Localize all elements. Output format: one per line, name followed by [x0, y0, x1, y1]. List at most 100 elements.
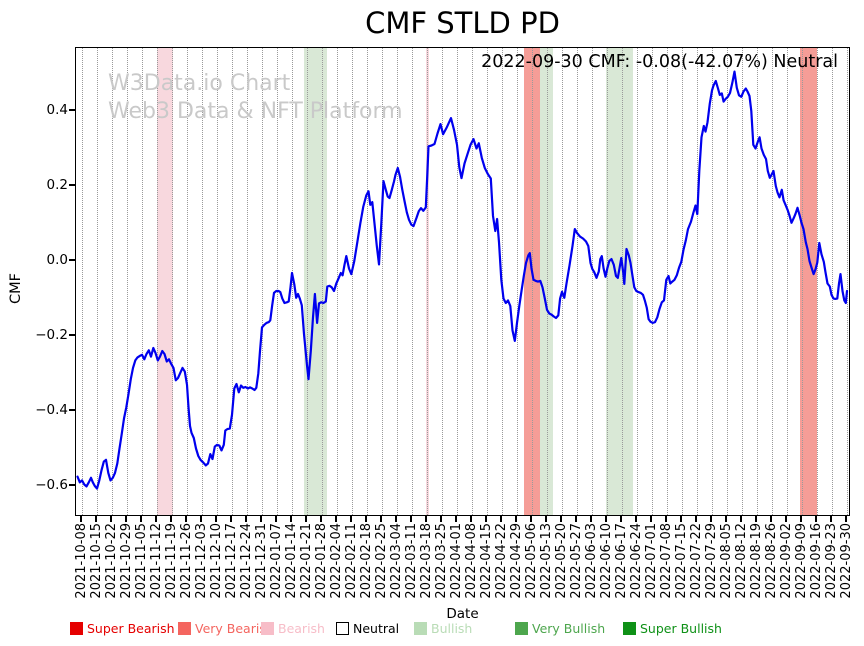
- x-tick: [740, 516, 742, 522]
- x-tick: [770, 516, 772, 522]
- x-tick-label: 2022-03-11: [403, 523, 419, 599]
- x-tick-label: 2022-02-25: [373, 523, 389, 599]
- legend-label-very-bearish: Very Bearish: [195, 621, 274, 636]
- gridline: [472, 48, 473, 515]
- gridline: [772, 48, 773, 515]
- x-tick: [185, 516, 187, 522]
- x-tick-label: 2021-11-12: [148, 523, 164, 599]
- legend-swatch-super-bullish: [623, 622, 636, 635]
- x-tick: [470, 516, 472, 522]
- gridline: [487, 48, 488, 515]
- x-tick-label: 2021-10-08: [73, 523, 89, 599]
- plot-area: [75, 47, 850, 516]
- legend-label-bearish: Bearish: [278, 621, 325, 636]
- x-tick-label: 2022-08-05: [718, 523, 734, 599]
- x-tick-label: 2022-02-11: [343, 523, 359, 599]
- x-tick: [230, 516, 232, 522]
- y-tick-label: 0.4: [46, 102, 68, 118]
- x-tick: [125, 516, 127, 522]
- legend-label-bullish: Bullish: [431, 621, 473, 636]
- y-tick-label: −0.6: [35, 477, 68, 493]
- legend-swatch-bearish: [261, 622, 274, 635]
- x-tick: [260, 516, 262, 522]
- gridline: [97, 48, 98, 515]
- x-tick: [110, 516, 112, 522]
- x-tick: [245, 516, 247, 522]
- watermark-line-2: Web3 Data & NFT Platform: [108, 99, 403, 124]
- x-tick: [440, 516, 442, 522]
- gridline: [232, 48, 233, 515]
- y-axis-label: CMF: [8, 273, 24, 304]
- x-tick: [365, 516, 367, 522]
- x-tick: [755, 516, 757, 522]
- x-axis-label: Date: [446, 606, 479, 622]
- legend-swatch-very-bullish: [515, 622, 528, 635]
- y-tick-label: −0.2: [35, 327, 68, 343]
- x-tick: [785, 516, 787, 522]
- x-tick-label: 2022-01-14: [283, 523, 299, 599]
- gridline: [832, 48, 833, 515]
- y-tick-label: 0.2: [46, 177, 68, 193]
- gridline: [172, 48, 173, 515]
- gridline: [697, 48, 698, 515]
- gridline: [127, 48, 128, 515]
- bullish-band: [540, 48, 553, 515]
- gridline: [607, 48, 608, 515]
- cmf-series-path: [76, 70, 849, 490]
- x-tick-label: 2022-01-07: [268, 523, 284, 599]
- x-tick-label: 2022-08-19: [748, 523, 764, 599]
- x-tick-label: 2022-01-21: [298, 523, 314, 599]
- x-tick: [530, 516, 532, 522]
- x-tick-label: 2022-08-12: [733, 523, 749, 599]
- x-tick-label: 2022-07-08: [658, 523, 674, 599]
- gridline: [727, 48, 728, 515]
- x-tick: [200, 516, 202, 522]
- x-tick-label: 2022-01-28: [313, 523, 329, 599]
- gridline: [652, 48, 653, 515]
- y-tick: [69, 259, 75, 261]
- x-tick-label: 2021-10-29: [118, 523, 134, 599]
- bullish-band: [304, 48, 328, 515]
- gridline: [577, 48, 578, 515]
- x-tick-label: 2021-12-03: [193, 523, 209, 599]
- gridline: [442, 48, 443, 515]
- x-tick: [350, 516, 352, 522]
- x-tick-label: 2021-11-19: [163, 523, 179, 599]
- x-tick-label: 2022-08-26: [763, 523, 779, 599]
- x-tick: [410, 516, 412, 522]
- x-tick: [710, 516, 712, 522]
- legend-label-super-bullish: Super Bullish: [640, 621, 722, 636]
- x-tick-label: 2021-10-22: [103, 523, 119, 599]
- x-tick: [275, 516, 277, 522]
- gridline: [292, 48, 293, 515]
- x-tick-label: 2022-04-29: [508, 523, 524, 599]
- x-tick-label: 2022-09-16: [808, 523, 824, 599]
- gridline: [592, 48, 593, 515]
- gridline: [712, 48, 713, 515]
- x-tick: [290, 516, 292, 522]
- x-tick: [620, 516, 622, 522]
- y-tick-label: 0.0: [46, 252, 68, 268]
- x-tick: [215, 516, 217, 522]
- x-tick-label: 2022-04-01: [448, 523, 464, 599]
- gridline: [142, 48, 143, 515]
- chart-title: CMF STLD PD: [365, 6, 560, 40]
- gridline: [277, 48, 278, 515]
- x-tick-label: 2022-02-18: [358, 523, 374, 599]
- x-tick-label: 2022-03-04: [388, 523, 404, 599]
- gridline: [667, 48, 668, 515]
- x-tick-label: 2022-09-09: [793, 523, 809, 599]
- x-tick-label: 2022-09-02: [778, 523, 794, 599]
- gridline: [157, 48, 158, 515]
- y-tick: [69, 184, 75, 186]
- gridline: [247, 48, 248, 515]
- x-tick: [500, 516, 502, 522]
- gridline: [367, 48, 368, 515]
- gridline: [202, 48, 203, 515]
- legend-swatch-very-bearish: [178, 622, 191, 635]
- watermark-line-1: W3Data.io Chart: [108, 71, 291, 96]
- x-tick-label: 2022-05-13: [538, 523, 554, 599]
- gridline: [742, 48, 743, 515]
- x-tick: [830, 516, 832, 522]
- legend-label-neutral: Neutral: [353, 621, 400, 636]
